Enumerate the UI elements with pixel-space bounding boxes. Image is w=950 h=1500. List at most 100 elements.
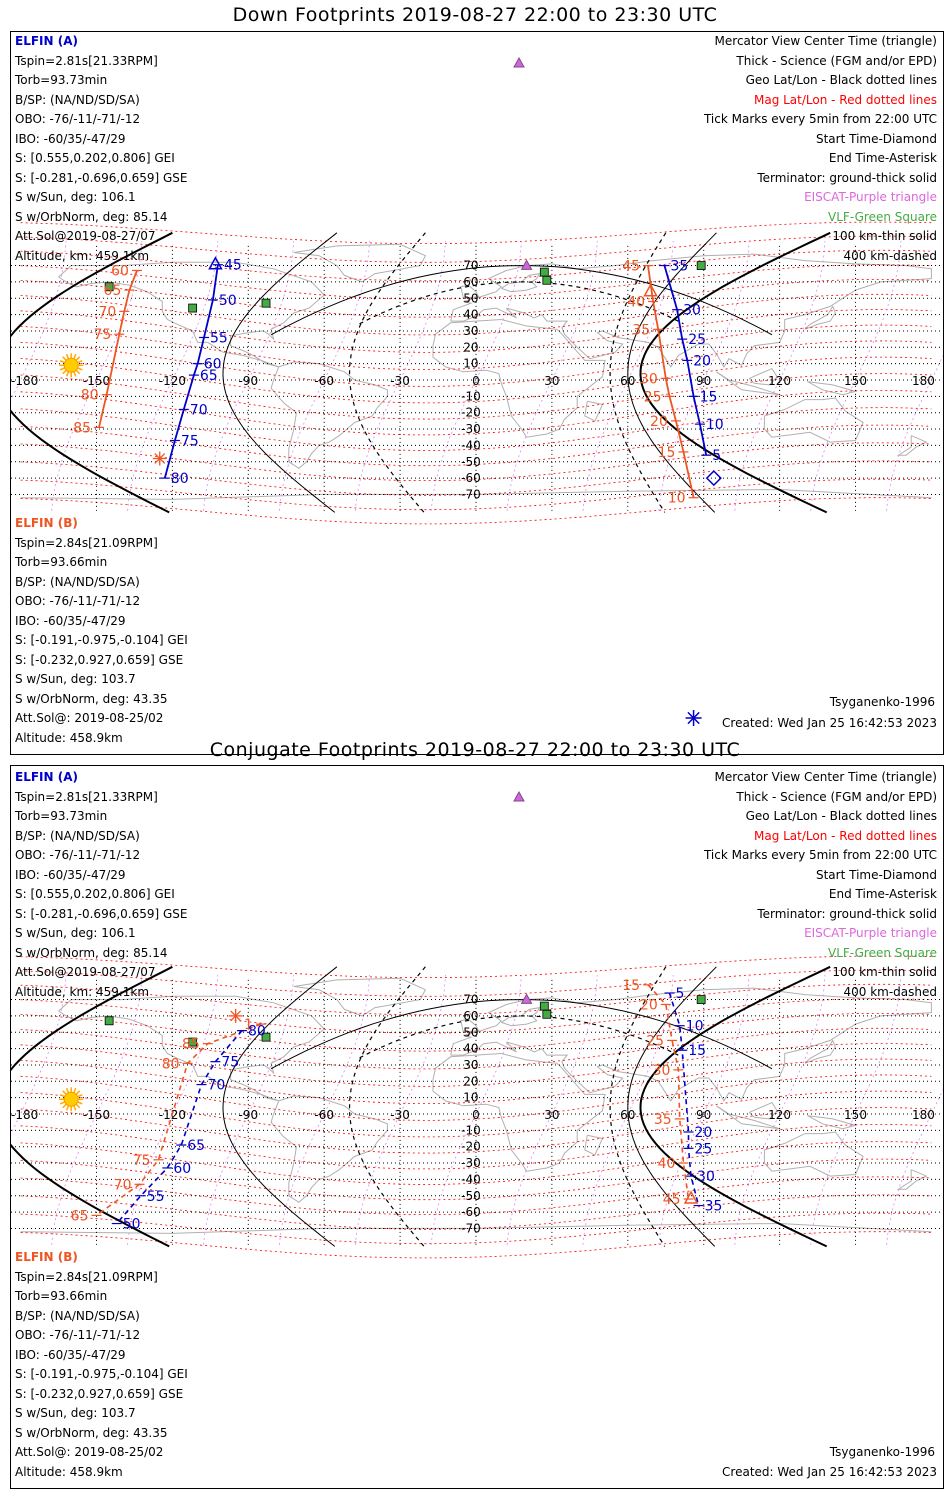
vlf-square [539, 267, 549, 277]
terminator-100km-arc [270, 999, 773, 1070]
track-time-label: 30 [640, 371, 658, 387]
coastline [807, 1115, 858, 1130]
lon-tick-label: 180 [912, 374, 935, 388]
mag-lon-line [886, 354, 943, 511]
lon-tick-label: 0 [472, 374, 480, 388]
mag-lat-line [20, 983, 932, 1016]
coastline [807, 381, 858, 396]
vlf-square [261, 298, 271, 308]
lat-tick-label: -70 [461, 1221, 481, 1235]
track-time-label: 30 [697, 1169, 715, 1185]
mag-lat-line [20, 497, 932, 525]
track-time-label: 70 [114, 1177, 132, 1193]
lon-tick-label: -120 [159, 374, 186, 388]
eiscat-triangle [513, 790, 525, 802]
track-time-label: 45 [622, 259, 640, 275]
elfin-b-line: IBO: -60/35/-47/29 [15, 1347, 126, 1362]
eiscat-triangle [520, 259, 533, 270]
view-center-triangle [683, 1190, 699, 1204]
view-center-triangle [208, 256, 223, 270]
track-time-label: 40 [658, 1156, 676, 1172]
coastline [748, 1101, 778, 1120]
elfin-b-line: S w/Sun, deg: 103.7 [15, 672, 136, 686]
elfin-b-line: S w/OrbNorm, deg: 43.35 [15, 1425, 168, 1440]
track-time-label: 60 [173, 1161, 191, 1177]
conjugate-footprints-panel: -180 -150 -120 -90 -60 -30 0 30 60 90 120 150 180 70 6… [10, 765, 944, 1489]
elfin-a-track-left-line [163, 264, 219, 479]
mag-lat-line [20, 221, 932, 244]
down-footprints-panel: -180 -150 -120 -90 -60 -30 0 30 60 90 120 150 180 70 6… [10, 31, 944, 755]
track-time-label: 75 [221, 1055, 239, 1071]
lat-tick-label: 40 [463, 1042, 478, 1056]
elfin-b-header: ELFIN (B) [15, 516, 78, 530]
coastline [804, 1039, 836, 1064]
lat-tick-label: -50 [461, 1189, 481, 1203]
mag-lat-line [20, 249, 932, 282]
terminator-400km-right [609, 232, 667, 513]
track-time-label: 65 [187, 1138, 205, 1154]
coastline [460, 284, 480, 299]
elfin-b-line: Att.Sol@: 2019-08-25/02 [15, 1445, 164, 1459]
track-time-label: 35 [654, 1112, 672, 1128]
mag-lat-line [20, 969, 932, 997]
legend-item: End Time-Asterisk [828, 887, 937, 901]
model-label: Tsyganenko-1996 [829, 1445, 935, 1459]
track-time-label: 80 [248, 1024, 266, 1040]
legend: Mercator View Center Time (triangle) Thi… [704, 32, 937, 266]
terminators [11, 231, 831, 514]
legend-item: Thick - Science (FGM and/or EPD) [736, 53, 937, 68]
coastline [584, 400, 604, 422]
elfin-b-line: Tspin=2.84s[21.09RPM] [15, 1269, 158, 1284]
elfin-a-header: ELFIN (A) [15, 34, 78, 48]
mag-lon-line [279, 240, 370, 511]
mag-lon-line [658, 974, 750, 1245]
coastline [584, 1134, 604, 1156]
coastline [432, 1052, 606, 1172]
end-asterisk [154, 453, 166, 464]
track-time-label: 75 [133, 1153, 151, 1169]
mag-lat-line [20, 235, 932, 263]
mag-lon-line [127, 240, 219, 511]
coastline [58, 995, 325, 1102]
lat-tick-label: -40 [461, 1172, 481, 1186]
panel-title: Down Footprints 2019-08-27 22:00 to 23:3… [232, 4, 718, 26]
lon-tick-label: -30 [390, 1108, 410, 1122]
lat-tick-label: -40 [461, 438, 481, 452]
elfin-a-line: S: [0.555,0.202,0.806] GEI [15, 151, 175, 165]
track-time-label: 35 [705, 1199, 723, 1215]
elfin-b-line: S: [-0.232,0.927,0.659] GSE [15, 1386, 184, 1401]
lon-tick-label: -180 [11, 1108, 38, 1122]
terminator-100km-left [222, 232, 338, 513]
elfin-b-track-left-line [96, 1023, 262, 1217]
lat-tick-label: 50 [463, 1025, 478, 1039]
track-time-label: 20 [640, 997, 658, 1013]
coastline [293, 243, 427, 283]
mag-lon-line [506, 240, 598, 511]
mag-lon-line [734, 240, 826, 511]
track-time-label: 1 [244, 1017, 253, 1033]
elfin-a-line: Att.Sol@2019-08-27/07 [15, 965, 156, 979]
terminator-100km-left [222, 966, 338, 1247]
axis-labels: -180 -150 -120 -90 -60 -30 0 30 60 90 120 150 180706… [11, 993, 935, 1236]
mag-lat-line [20, 1231, 932, 1259]
lon-tick-label: -30 [390, 374, 410, 388]
legend-item: Start Time-Diamond [815, 867, 937, 882]
track-time-label: 50 [219, 293, 237, 309]
elfin-b-line: Torb=93.66min [15, 555, 108, 569]
track-time-label: 10 [706, 417, 724, 433]
coastline [763, 1131, 864, 1177]
elfin-b-line: Tspin=2.84s[21.09RPM] [15, 535, 158, 550]
vlf-square [188, 1037, 198, 1047]
terminator-400km-right [609, 966, 667, 1247]
track-time-label: 85 [73, 420, 91, 436]
mag-lon-line [430, 974, 522, 1245]
vlf-square [188, 303, 198, 313]
track-time-label: 75 [93, 327, 111, 343]
elfin-a-line: B/SP: (NA/ND/SD/SA) [15, 828, 140, 843]
created-label: Created: Wed Jan 25 16:42:53 2023 [722, 1465, 937, 1479]
terminator-ground-left [11, 231, 173, 514]
elfin-b-info: ELFIN (B) Tspin=2.84s[21.09RPM] Torb=93.… [15, 514, 188, 748]
lon-tick-label: 180 [912, 1108, 935, 1122]
vlf-square [696, 995, 706, 1004]
coastline [270, 1095, 388, 1203]
